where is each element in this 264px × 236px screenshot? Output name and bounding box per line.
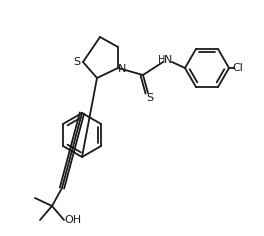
- Text: S: S: [73, 57, 81, 67]
- Text: H: H: [158, 55, 166, 65]
- Text: Cl: Cl: [233, 63, 243, 73]
- Text: S: S: [147, 93, 154, 103]
- Text: N: N: [118, 64, 126, 74]
- Text: N: N: [164, 55, 172, 65]
- Text: OH: OH: [64, 215, 82, 225]
